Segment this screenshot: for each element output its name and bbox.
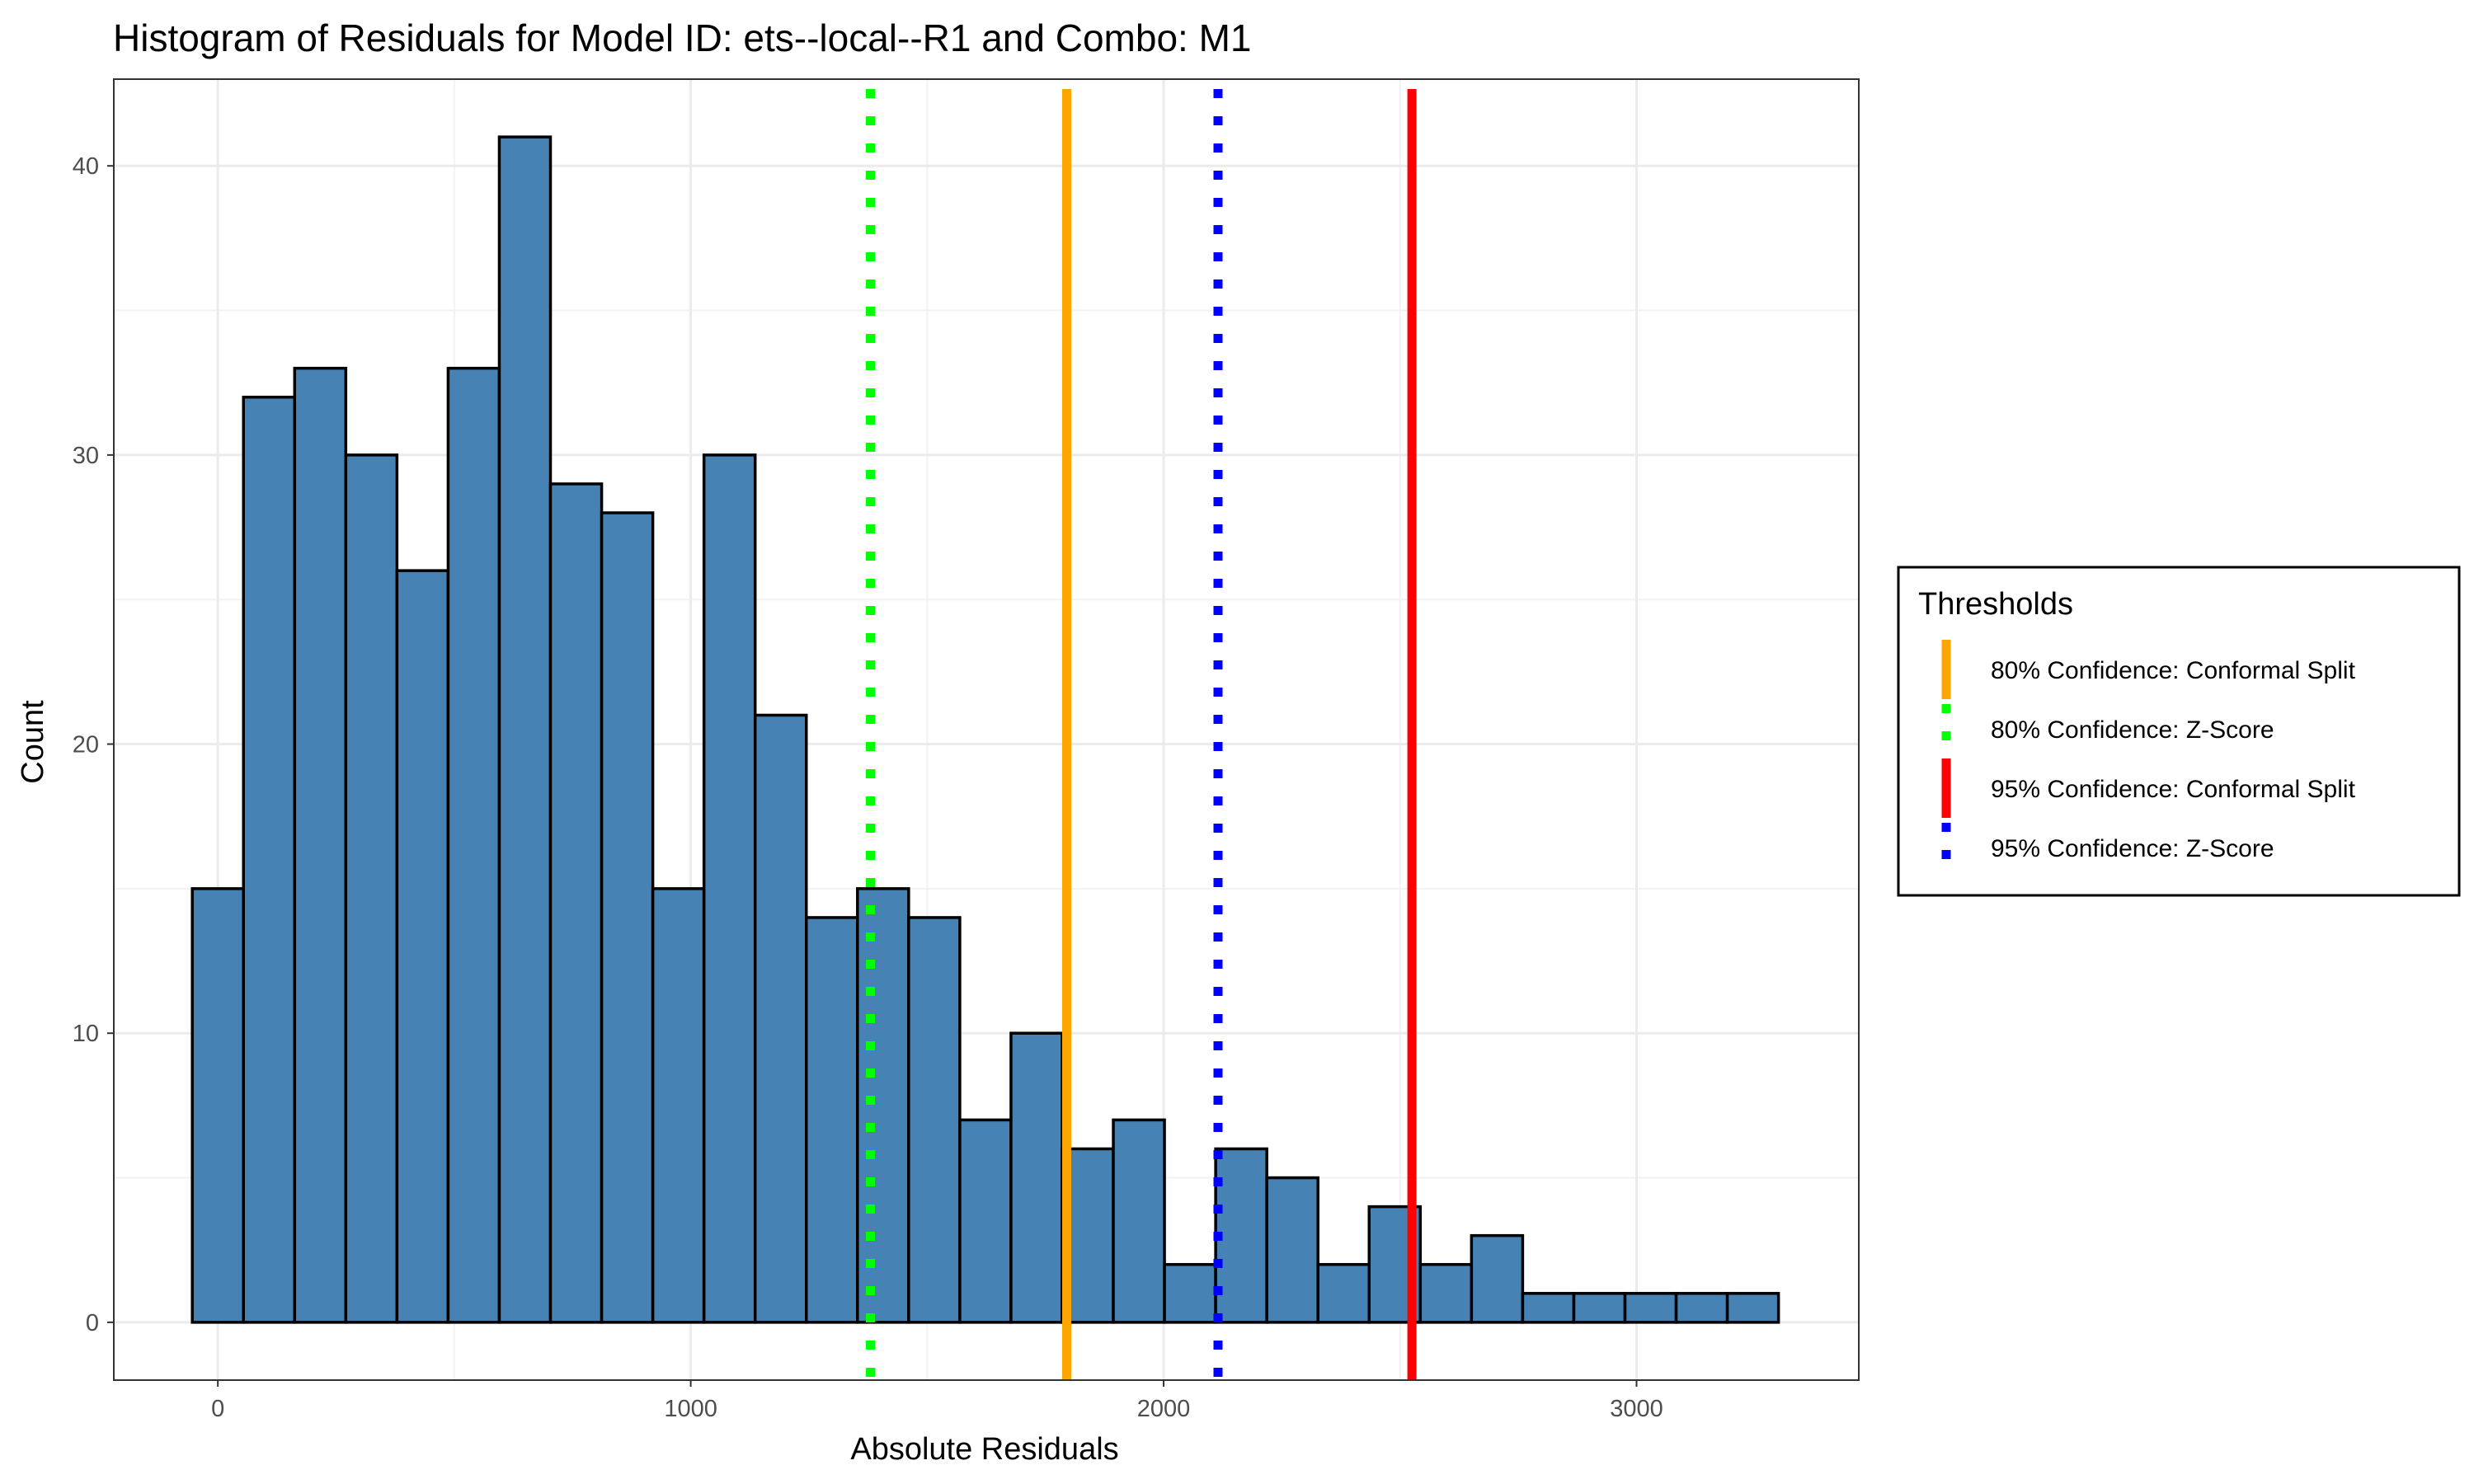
x-tick-label: 0 bbox=[211, 1396, 224, 1422]
histogram-bar bbox=[1418, 1262, 1474, 1324]
legend-label: 95% Confidence: Conformal Split bbox=[1991, 776, 2356, 803]
x-tick-label: 3000 bbox=[1610, 1396, 1663, 1422]
y-tick-label: 40 bbox=[73, 153, 99, 180]
histogram-bar bbox=[548, 482, 604, 1324]
histogram-bar bbox=[497, 135, 553, 1324]
histogram-bar bbox=[856, 887, 910, 1324]
histogram-bar bbox=[651, 887, 706, 1324]
histogram-bar bbox=[804, 916, 859, 1324]
histogram-bar bbox=[1214, 1147, 1268, 1324]
histogram-bar bbox=[907, 916, 962, 1324]
legend-label: 80% Confidence: Conformal Split bbox=[1991, 657, 2356, 684]
histogram-bar bbox=[753, 713, 808, 1324]
legend-label: 80% Confidence: Z-Score bbox=[1991, 716, 2274, 744]
plot-area bbox=[113, 78, 1860, 1381]
legend-title: Thresholds bbox=[1918, 587, 2073, 622]
histogram-bar bbox=[242, 395, 297, 1324]
histogram-bar bbox=[1112, 1118, 1166, 1324]
y-tick-label: 20 bbox=[73, 732, 99, 758]
x-tick-label: 1000 bbox=[664, 1396, 717, 1422]
histogram-bar bbox=[1572, 1292, 1627, 1324]
y-axis-ticks: 0 10 20 30 40 bbox=[73, 153, 114, 1336]
histogram-bar bbox=[600, 511, 655, 1324]
histogram-bar bbox=[1265, 1176, 1319, 1324]
x-axis-ticks: 0 1000 2000 3000 bbox=[211, 1380, 1663, 1422]
legend-items: 80% Confidence: Conformal Split 80% Confi… bbox=[1941, 640, 2356, 877]
histogram-bar bbox=[1163, 1262, 1217, 1324]
x-tick-label: 2000 bbox=[1137, 1396, 1191, 1422]
histogram-bar bbox=[1470, 1233, 1525, 1324]
chart-title: Histogram of Residuals for Model ID: ets… bbox=[113, 16, 1252, 59]
histogram-bar bbox=[446, 366, 501, 1324]
histogram-bar bbox=[344, 453, 399, 1324]
histogram-bar bbox=[1521, 1292, 1576, 1324]
histogram-bar bbox=[702, 453, 757, 1324]
histogram-bars bbox=[190, 135, 1780, 1324]
y-axis-title: Count bbox=[16, 700, 50, 784]
histogram-bar bbox=[190, 887, 245, 1324]
legend-label: 95% Confidence: Z-Score bbox=[1991, 835, 2274, 862]
histogram-bar bbox=[1623, 1292, 1678, 1324]
histogram-bar bbox=[395, 569, 450, 1324]
histogram-bar bbox=[293, 366, 348, 1324]
legend: Thresholds 80% Confidence: Conformal Spl… bbox=[1897, 566, 2461, 897]
threshold-lines bbox=[866, 89, 1417, 1380]
histogram-bar bbox=[1009, 1031, 1064, 1324]
panel-border bbox=[113, 78, 1860, 1381]
y-tick-label: 0 bbox=[86, 1310, 99, 1336]
histogram-bar bbox=[1674, 1292, 1729, 1324]
x-axis-title: Absolute Residuals bbox=[850, 1432, 1118, 1467]
y-tick-label: 10 bbox=[73, 1021, 99, 1047]
histogram-bar bbox=[958, 1118, 1013, 1324]
y-tick-label: 30 bbox=[73, 443, 99, 469]
legend-box bbox=[1897, 566, 2461, 897]
histogram-bar bbox=[1725, 1292, 1780, 1324]
histogram-bar bbox=[1316, 1262, 1371, 1324]
